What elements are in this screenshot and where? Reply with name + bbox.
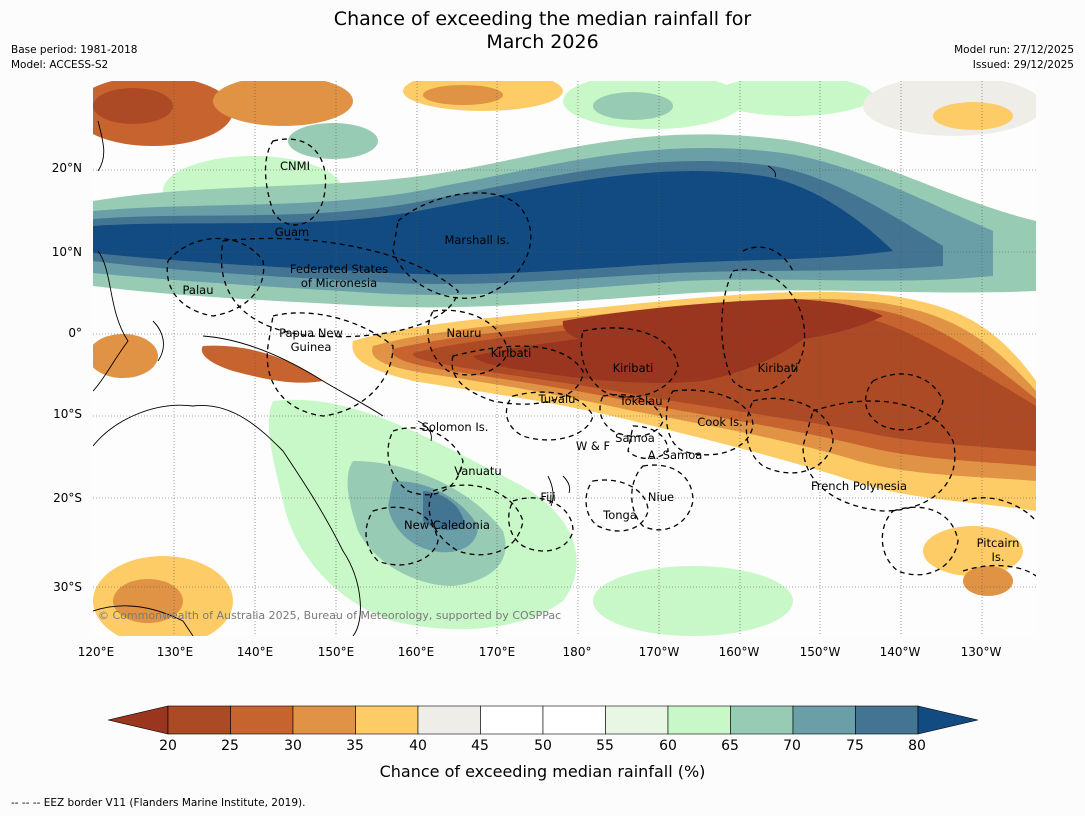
- colorbar: [108, 705, 979, 735]
- cbar-tick-30: 30: [284, 738, 302, 754]
- label-kiribati-west: Kiribati: [491, 346, 532, 360]
- lon-label-180: 180°: [562, 645, 592, 659]
- lat-label-10n: 10°N: [51, 245, 82, 259]
- lon-label-140w: 140°W: [879, 645, 921, 659]
- label-cnmi: CNMI: [280, 159, 310, 173]
- lon-label-130w: 130°W: [960, 645, 1002, 659]
- cbar-tick-50: 50: [534, 738, 552, 754]
- meta-right: Model run: 27/12/2025 Issued: 29/12/2025: [954, 43, 1074, 73]
- lat-label-20n: 20°N: [51, 161, 82, 175]
- label-asamoa: A. Samoa: [648, 448, 703, 462]
- eez-footnote: -- -- -- EEZ border V11 (Flanders Marine…: [11, 797, 306, 809]
- lon-label-160e: 160°E: [397, 645, 435, 659]
- lon-label-170w: 170°W: [638, 645, 680, 659]
- label-kiribati-central: Kiribati: [613, 361, 654, 375]
- label-nauru: Nauru: [447, 326, 482, 340]
- cbar-tick-80: 80: [908, 738, 926, 754]
- colorbar-label: Chance of exceeding median rainfall (%): [379, 762, 706, 781]
- colorbar-over-arrow: [917, 705, 979, 735]
- lon-label-140e: 140°E: [236, 645, 274, 659]
- lon-label-130e: 130°E: [156, 645, 194, 659]
- label-cook: Cook Is.: [697, 415, 742, 429]
- rainfall-map: CNMI Guam Marshall Is. Federated States …: [93, 81, 1036, 636]
- lat-label-20s: 20°S: [53, 491, 82, 505]
- southwest-pattern: [93, 399, 1023, 636]
- colorbar-segment: [167, 705, 231, 735]
- label-kiribati-east: Kiribati: [758, 361, 799, 375]
- cbar-tick-20: 20: [159, 738, 177, 754]
- colorbar-segment: [792, 705, 856, 735]
- colorbar-segment: [355, 705, 419, 735]
- cbar-tick-65: 65: [721, 738, 739, 754]
- cbar-tick-70: 70: [783, 738, 801, 754]
- label-marshall: Marshall Is.: [444, 233, 509, 247]
- label-tuvalu: Tuvalu: [538, 392, 576, 406]
- wet-band: [93, 134, 1036, 308]
- label-tonga: Tonga: [602, 508, 637, 522]
- lon-label-150e: 150°E: [317, 645, 355, 659]
- label-pitcairn-2: Is.: [991, 550, 1004, 564]
- colorbar-segment: [605, 705, 669, 735]
- issued-date: Issued: 29/12/2025: [972, 59, 1074, 71]
- label-fsm-2: of Micronesia: [301, 276, 377, 290]
- label-solomon: Solomon Is.: [422, 420, 489, 434]
- cbar-tick-45: 45: [471, 738, 489, 754]
- colorbar-segment: [292, 705, 356, 735]
- region-labels: CNMI Guam Marshall Is. Federated States …: [183, 159, 1020, 564]
- lon-label-150w: 150°W: [799, 645, 841, 659]
- gridlines: [93, 81, 1036, 636]
- map-svg: CNMI Guam Marshall Is. Federated States …: [93, 81, 1036, 636]
- colorbar-segment: [667, 705, 731, 735]
- copyright-notice: © Commonwealth of Australia 2025, Bureau…: [98, 609, 562, 622]
- colorbar-segment: [730, 705, 794, 735]
- label-new-caledonia: New Caledonia: [404, 518, 490, 532]
- cbar-tick-60: 60: [659, 738, 677, 754]
- cbar-tick-75: 75: [846, 738, 864, 754]
- label-guam: Guam: [275, 225, 309, 239]
- label-fsm-1: Federated States: [290, 262, 388, 276]
- label-tokelau: Tokelau: [619, 394, 663, 408]
- lat-label-30s: 30°S: [53, 580, 82, 594]
- cbar-tick-55: 55: [596, 738, 614, 754]
- lon-label-120e: 120°E: [77, 645, 115, 659]
- colorbar-segment: [230, 705, 294, 735]
- colorbar-under-arrow: [108, 705, 169, 735]
- colorbar-segment: [855, 705, 919, 735]
- label-niue: Niue: [648, 490, 674, 504]
- colorbar-segment: [542, 705, 606, 735]
- label-french-polynesia: French Polynesia: [811, 479, 907, 493]
- colorbar-segment: [417, 705, 481, 735]
- base-period: Base period: 1981-2018: [11, 44, 138, 56]
- lat-label-10s: 10°S: [53, 407, 82, 421]
- label-png-2: Guinea: [291, 340, 332, 354]
- label-wf: W & F: [576, 439, 610, 453]
- meta-left: Base period: 1981-2018 Model: ACCESS-S2: [11, 43, 137, 73]
- title-line-2: March 2026: [486, 31, 599, 53]
- dry-band: [93, 291, 1036, 511]
- eez-borders: [166, 138, 1036, 577]
- model-name: Model: ACCESS-S2: [11, 59, 109, 71]
- colorbar-segment: [480, 705, 544, 735]
- label-fiji: Fiji: [540, 490, 555, 504]
- cbar-tick-40: 40: [409, 738, 427, 754]
- coastlines: [93, 120, 776, 636]
- cbar-tick-35: 35: [346, 738, 364, 754]
- chart-title: Chance of exceeding the median rainfall …: [0, 8, 1085, 54]
- label-palau: Palau: [183, 283, 214, 297]
- lon-label-160w: 160°W: [718, 645, 760, 659]
- label-samoa: Samoa: [615, 431, 655, 445]
- title-line-1: Chance of exceeding the median rainfall …: [333, 8, 752, 30]
- label-vanuatu: Vanuatu: [454, 464, 501, 478]
- label-png-1: Papua New: [279, 326, 343, 340]
- lon-label-170e: 170°E: [478, 645, 516, 659]
- cbar-tick-25: 25: [221, 738, 239, 754]
- lat-label-0: 0°: [68, 326, 82, 340]
- label-pitcairn-1: Pitcairn: [977, 536, 1020, 550]
- model-run: Model run: 27/12/2025: [954, 44, 1074, 56]
